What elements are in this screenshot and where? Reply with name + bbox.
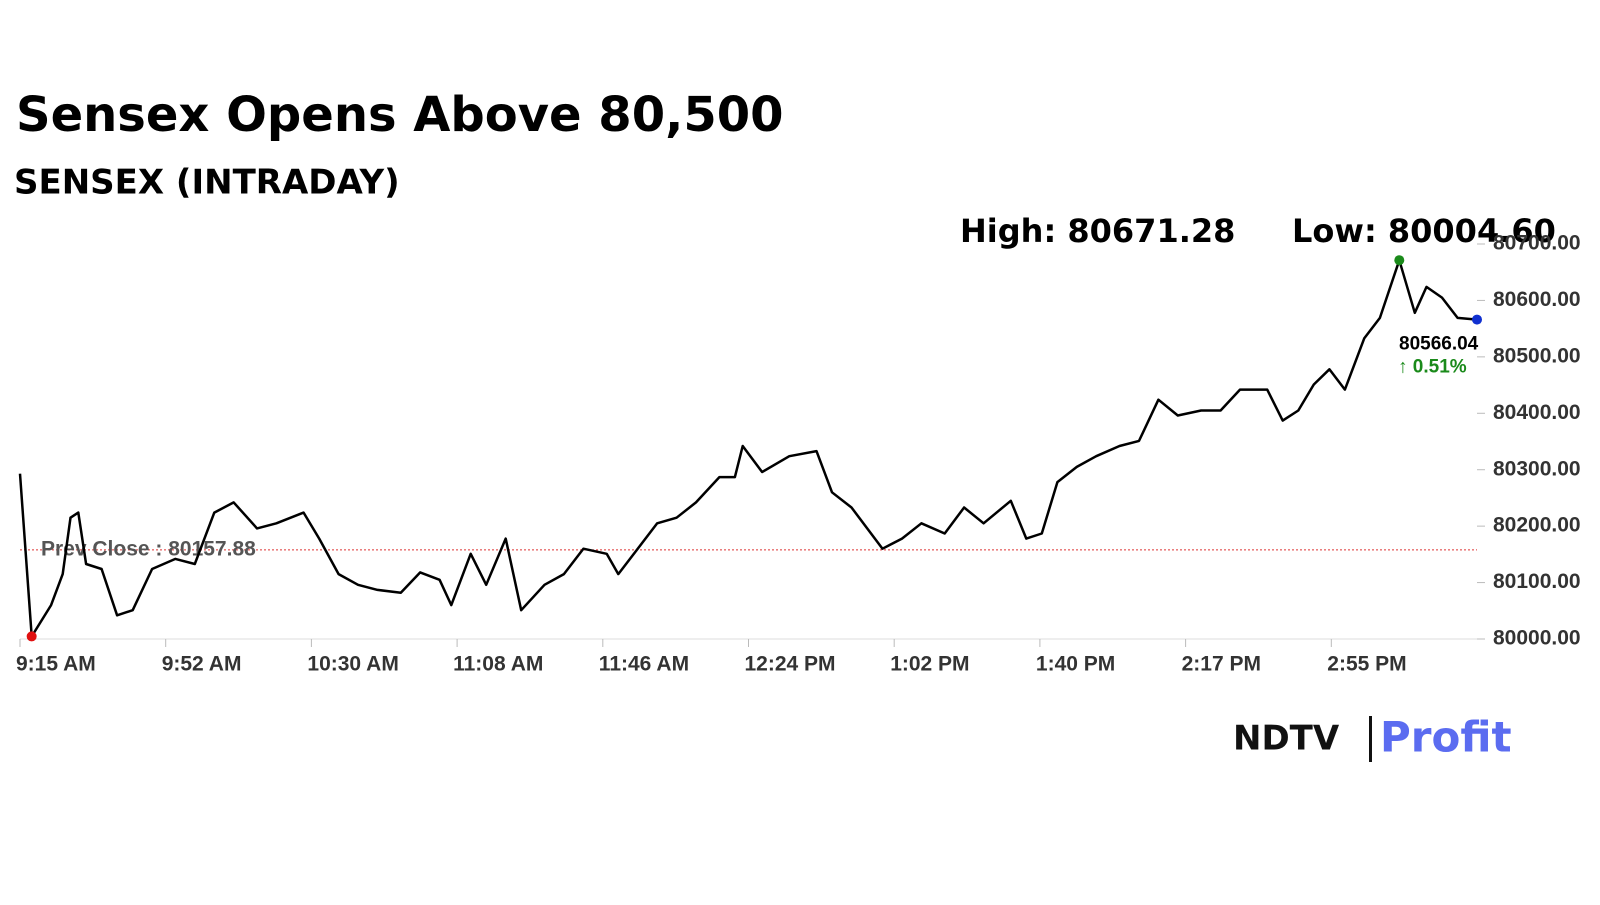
x-tick-label: 12:24 PM [745,653,836,676]
chart-title: Sensex Opens Above 80,500 [16,87,784,143]
logo-ndtv: NDTV [1233,719,1340,759]
x-tick-label: 11:08 AM [453,653,543,676]
price-line [18,258,1478,638]
y-tick-label: 80400.00 [1493,401,1581,424]
x-tick-label: 9:15 AM [16,653,96,676]
logo-divider [1369,716,1372,762]
y-tick-label: 80500.00 [1493,344,1581,367]
y-tick-label: 80700.00 [1493,232,1581,255]
last-change-label: ↑ 0.51% [1398,357,1467,378]
x-tick-label: 11:46 AM [599,653,689,676]
x-tick-label: 2:17 PM [1182,653,1261,676]
chart-subtitle: SENSEX (INTRADAY) [14,163,400,203]
y-tick-label: 80600.00 [1493,288,1581,311]
low-label: Low: 80004.60 [1292,212,1556,250]
last-marker [1472,314,1482,325]
x-tick-label: 10:30 AM [307,653,398,676]
prev-close-label: Prev Close : 80157.88 [41,537,256,560]
high-marker [1394,255,1405,266]
x-tick-label: 1:02 PM [890,653,969,676]
logo-profit: Profit [1380,713,1512,762]
low-marker [26,631,37,642]
x-tick-label: 1:40 PM [1036,653,1115,676]
last-value-label: 80566.04 [1399,334,1479,355]
high-label: High: 80671.28 [960,212,1235,250]
y-tick-label: 80300.00 [1493,457,1581,480]
y-tick-label: 80000.00 [1493,627,1581,650]
y-tick-label: 80200.00 [1493,514,1581,537]
logo: NDTV Profit [1233,713,1512,762]
x-tick-label: 2:55 PM [1327,653,1406,676]
y-tick-label: 80100.00 [1493,570,1581,593]
x-tick-label: 9:52 AM [162,653,242,676]
